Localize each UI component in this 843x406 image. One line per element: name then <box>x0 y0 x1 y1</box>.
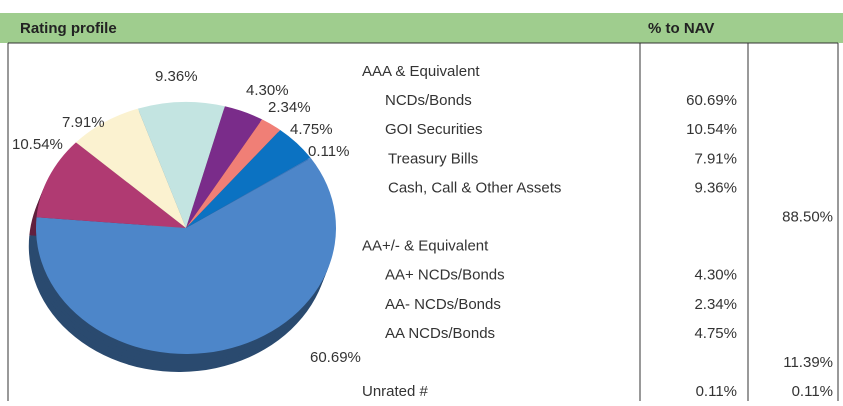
item-label: AA+ NCDs/Bonds <box>385 267 505 284</box>
pie-slice <box>186 129 311 228</box>
nav-value: 4.30% <box>694 267 737 284</box>
group-total: 88.50% <box>782 208 833 225</box>
item-label: NCDs/Bonds <box>385 92 472 109</box>
slice-label: 10.54% <box>12 136 63 153</box>
pie-slice <box>137 101 225 228</box>
item-label: AA- NCDs/Bonds <box>385 296 501 313</box>
pie-slice <box>36 142 186 228</box>
nav-value: 60.69% <box>686 92 737 109</box>
pie-slice <box>186 119 281 228</box>
pie-slice <box>186 106 263 228</box>
nav-value: 2.34% <box>694 296 737 313</box>
item-label: GOI Securities <box>385 121 483 138</box>
nav-value: 4.75% <box>694 325 737 342</box>
nav-value: 9.36% <box>694 179 737 196</box>
header-title: Rating profile <box>20 20 117 37</box>
pie <box>35 101 336 354</box>
item-label: Cash, Call & Other Assets <box>388 179 561 196</box>
slice-label: 0.11% <box>308 143 349 160</box>
item-label: AA NCDs/Bonds <box>385 325 495 342</box>
pie-slice <box>75 108 186 228</box>
group-total: 0.11% <box>792 383 833 400</box>
header-bar <box>0 13 843 43</box>
item-label: Treasury Bills <box>388 150 478 167</box>
slice-label: 4.30% <box>246 82 289 99</box>
pie-slice <box>35 158 336 354</box>
nav-value: 7.91% <box>694 150 737 167</box>
slice-label: 60.69% <box>310 349 361 366</box>
group-title: AA+/- & Equivalent <box>362 238 489 255</box>
slice-label: 9.36% <box>155 68 198 85</box>
slice-label: 2.34% <box>268 99 311 116</box>
group-title: Unrated # <box>362 383 429 400</box>
group-total: 11.39% <box>783 354 833 371</box>
header-column: % to NAV <box>648 20 714 37</box>
slice-label: 4.75% <box>290 121 333 138</box>
nav-value: 0.11% <box>696 383 737 400</box>
pie-slice <box>186 157 311 228</box>
slice-label: 7.91% <box>62 114 105 131</box>
nav-value: 10.54% <box>686 121 737 138</box>
group-title: AAA & Equivalent <box>362 63 480 80</box>
